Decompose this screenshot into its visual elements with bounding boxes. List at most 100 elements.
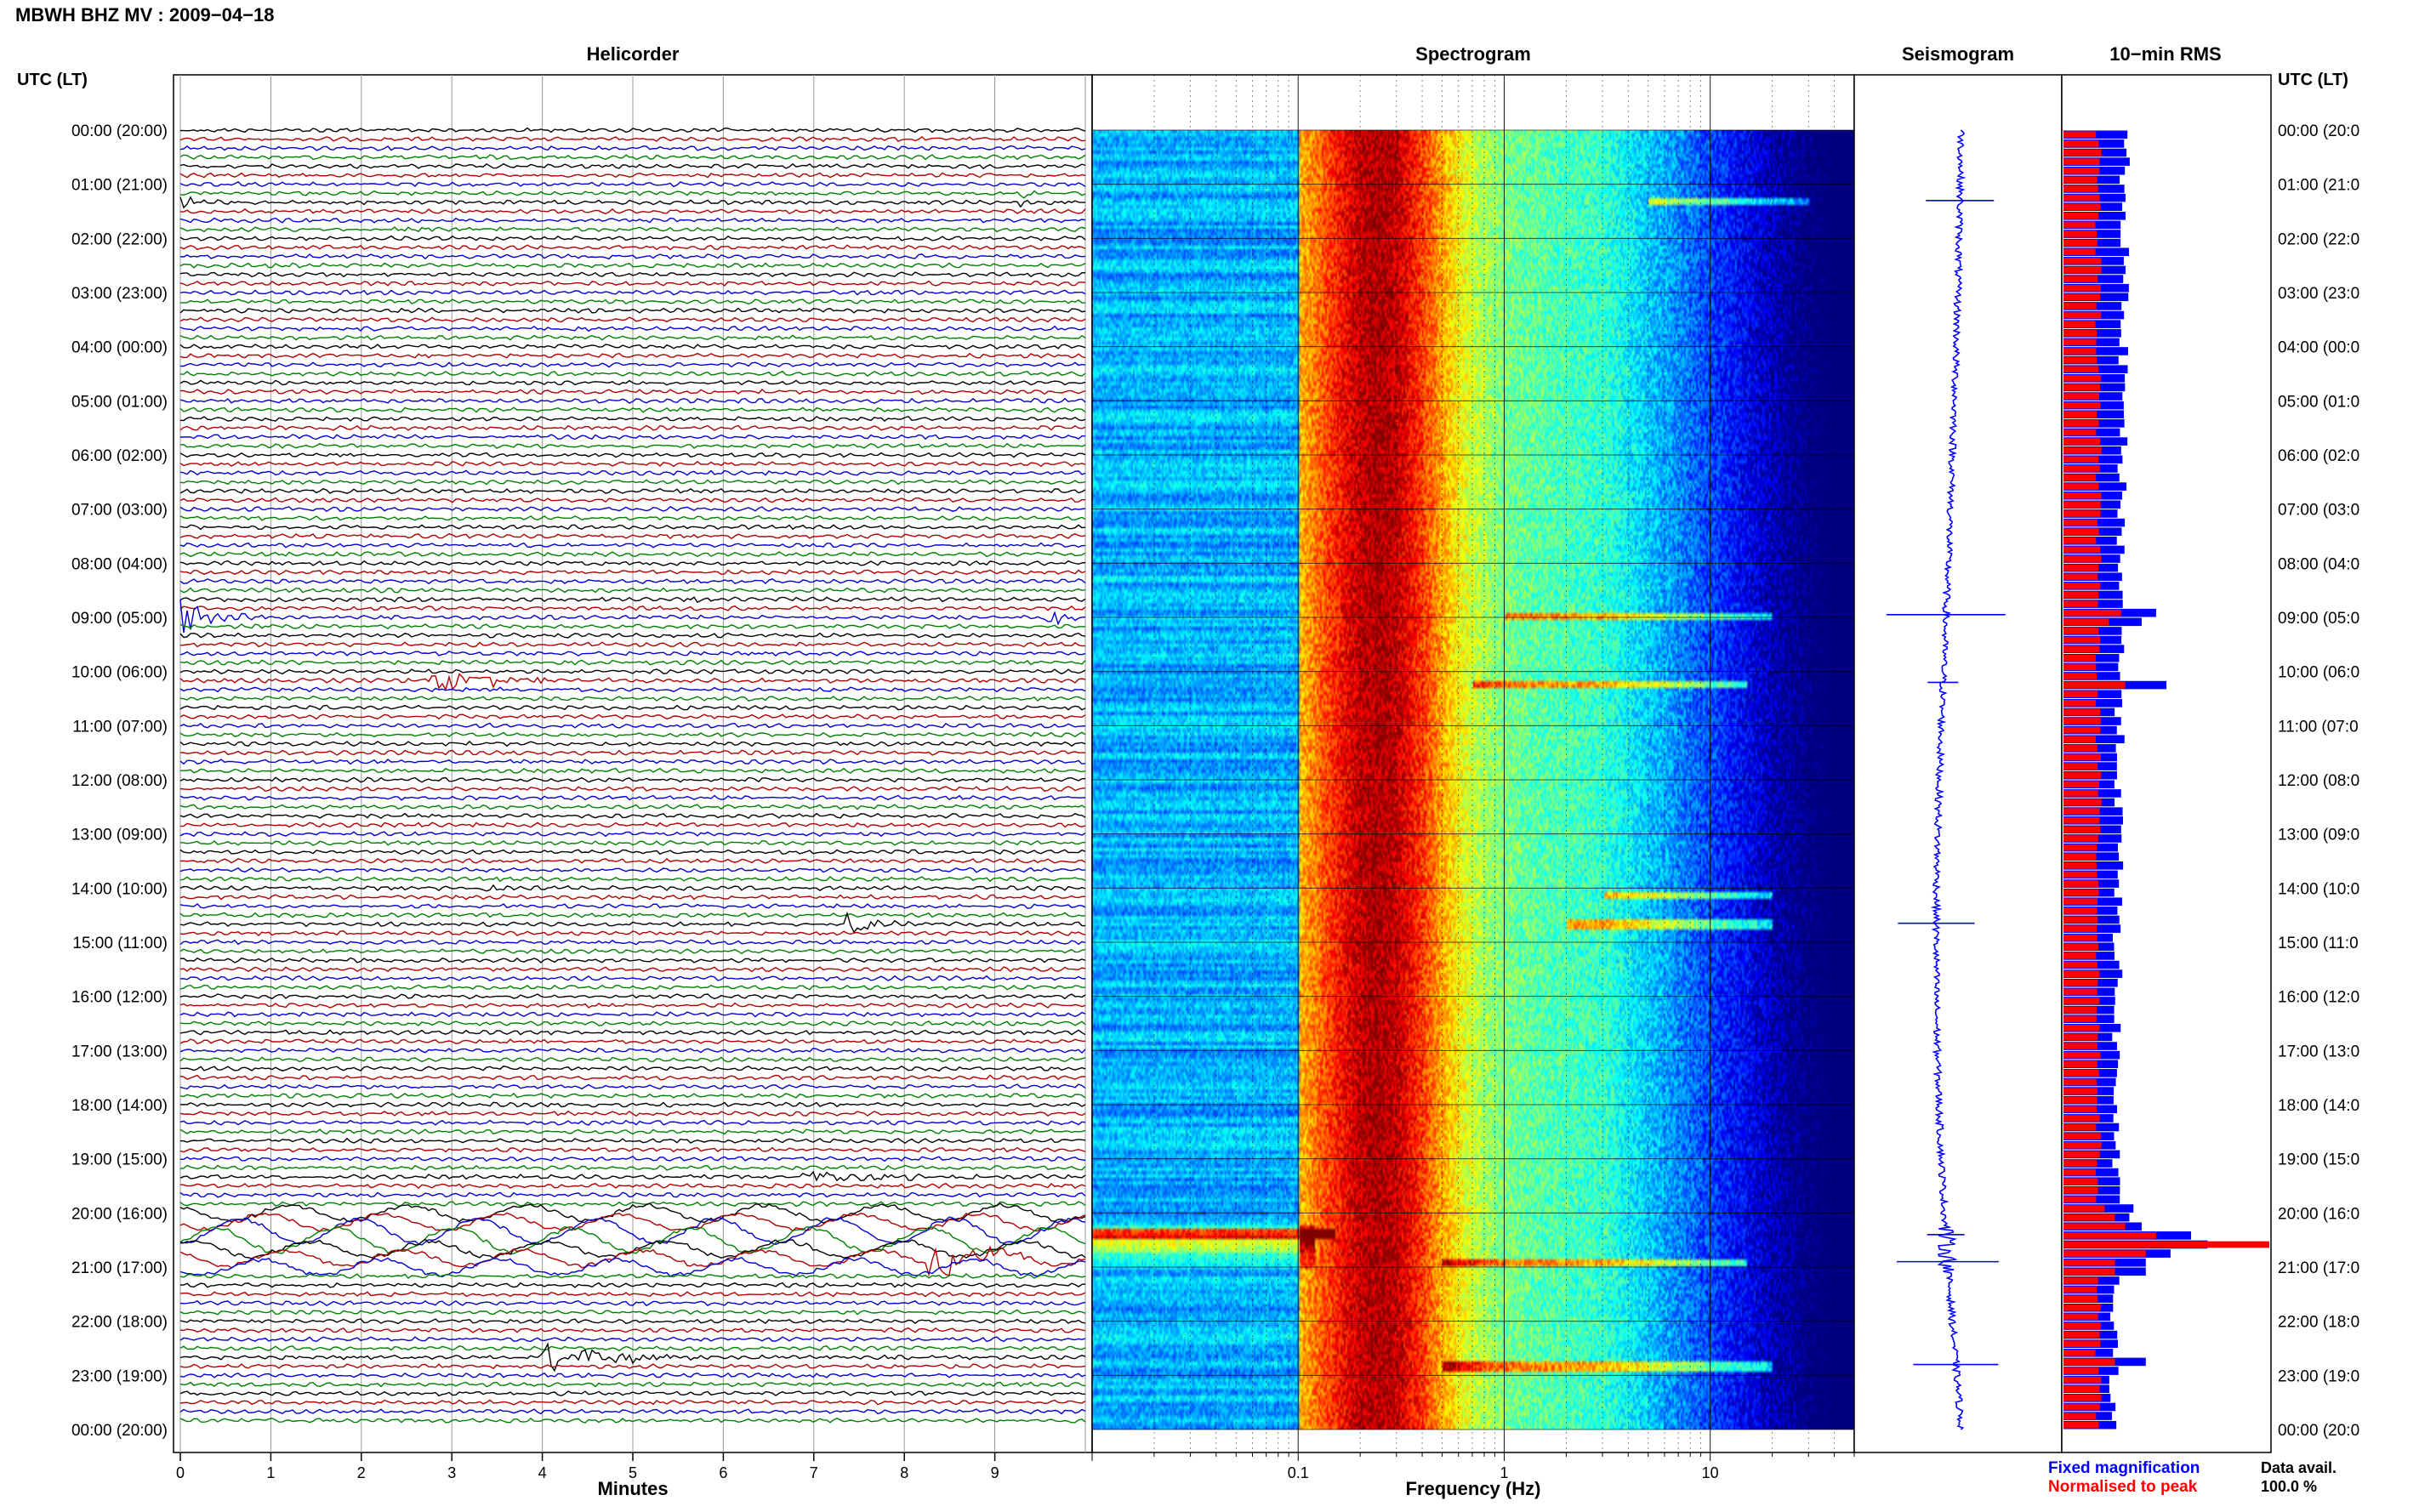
rms-bar-normalised <box>2063 1367 2099 1374</box>
rms-bar-normalised <box>2063 1304 2101 1311</box>
helicorder-trace <box>179 776 1086 783</box>
helicorder-trace <box>179 280 1086 287</box>
rms-bar-normalised <box>2063 266 2102 274</box>
hour-label-right: 22:00 (18:0 <box>2278 1314 2359 1332</box>
rms-bar-normalised <box>2063 366 2099 372</box>
helicorder-trace <box>179 325 1086 333</box>
seismogram-trace <box>1886 129 2006 1430</box>
hour-label-left: 13:00 (09:00) <box>71 827 168 844</box>
helicorder-trace <box>179 344 1086 350</box>
rms-bar-normalised <box>2063 248 2096 256</box>
hour-label-left: 05:00 (01:00) <box>71 393 168 411</box>
rms-bar-normalised <box>2063 1160 2097 1167</box>
hour-label-left: 14:00 (10:00) <box>71 880 168 898</box>
rms-bar-normalised <box>2063 1358 2115 1366</box>
minute-tick-label: 8 <box>900 1464 908 1481</box>
time-axis-label-right: UTC (LT) <box>2278 71 2348 89</box>
rms-bar-normalised <box>2063 149 2102 156</box>
rms-bar-normalised <box>2063 1178 2098 1185</box>
helicorder-trace <box>179 334 1086 341</box>
hour-label-right: 13:00 (09:0 <box>2278 827 2359 844</box>
rms-bar-normalised <box>2063 1106 2097 1113</box>
rms-bar-normalised <box>2063 411 2097 418</box>
helicorder-trace <box>179 785 1086 793</box>
rms-bar-normalised <box>2063 348 2097 355</box>
rms-bar-normalised <box>2063 1403 2100 1411</box>
rms-bar-normalised <box>2063 321 2096 327</box>
helicorder-trace <box>179 1336 1086 1343</box>
rms-bar-normalised <box>2063 925 2097 932</box>
helicorder-trace <box>179 713 1086 720</box>
rms-bar-normalised <box>2063 573 2098 581</box>
helicorder-trace <box>179 524 1086 531</box>
hour-label-left: 09:00 (05:00) <box>71 610 168 628</box>
hour-label-left: 22:00 (18:00) <box>71 1314 168 1332</box>
helicorder-trace <box>179 1282 1086 1288</box>
helicorder-trace <box>179 876 1086 883</box>
helicorder-trace <box>179 1074 1086 1081</box>
helicorder-trace <box>179 1002 1086 1009</box>
rms-bar-normalised <box>2063 501 2101 509</box>
helicorder-trace <box>179 1111 1086 1117</box>
rms-bar-normalised <box>2063 609 2121 617</box>
rms-bar-normalised <box>2063 591 2099 599</box>
helicorder-trace <box>179 605 1086 611</box>
helicorder-trace <box>179 162 1086 170</box>
rms-bar-normalised <box>2063 131 2097 139</box>
helicorder-trace <box>179 839 1086 846</box>
helicorder-trace <box>179 957 1086 963</box>
rms-bar-normalised <box>2063 1133 2101 1140</box>
rms-bar-normalised <box>2063 1196 2097 1203</box>
spectrogram-title: Spectrogram <box>1415 43 1531 65</box>
hour-label-right: 15:00 (11:0 <box>2278 935 2359 952</box>
helicorder-trace <box>180 749 1085 756</box>
helicorder-trace <box>179 424 1086 431</box>
rms-bar-normalised <box>2063 167 2100 174</box>
helicorder-trace <box>179 975 1086 982</box>
helicorder-trace <box>179 497 1086 503</box>
rms-bar-normalised <box>2063 1277 2098 1284</box>
helicorder-trace <box>179 1342 1086 1373</box>
hour-label-right: 20:00 (16:0 <box>2278 1205 2359 1223</box>
rms-bar-normalised <box>2063 420 2099 427</box>
helicorder-trace <box>179 452 1086 458</box>
rms-bar-normalised <box>2063 258 2102 264</box>
rms-bar-normalised <box>2063 1340 2100 1347</box>
rms-bar-normalised <box>2063 763 2098 770</box>
hour-label-right: 00:00 (20:0 <box>2278 1422 2359 1440</box>
rms-bar-normalised <box>2063 356 2097 364</box>
helicorder-trace <box>179 704 1086 711</box>
helicorder-trace <box>179 1056 1086 1063</box>
helicorder-trace <box>179 1273 1086 1280</box>
helicorder-trace <box>179 135 1086 143</box>
rms-bar-normalised <box>2063 194 2100 202</box>
helicorder-trace <box>179 207 1086 214</box>
rms-bar-normalised <box>2063 681 2126 689</box>
rms-bar-normalised <box>2063 338 2097 346</box>
helicorder-trace <box>179 316 1086 323</box>
rms-bar-normalised <box>2063 718 2101 725</box>
rms-bar-normalised <box>2063 1033 2098 1041</box>
hour-label-right: 03:00 (23:0 <box>2278 285 2359 303</box>
rms-bar-normalised <box>2063 1268 2115 1276</box>
helicorder-trace <box>179 217 1086 224</box>
helicorder-trace <box>179 298 1085 305</box>
hour-label-left: 16:00 (12:00) <box>71 989 168 1007</box>
helicorder-trace <box>179 849 1086 855</box>
rms-bar-normalised <box>2063 880 2098 887</box>
rms-bar-normalised <box>2063 1096 2097 1104</box>
rms-bar-normalised <box>2063 1141 2102 1149</box>
rms-bar-normalised <box>2063 564 2099 571</box>
time-axis-label-left: UTC (LT) <box>17 71 88 89</box>
helicorder-trace <box>179 804 1086 810</box>
helicorder-trace <box>179 154 1086 161</box>
hour-label-left: 23:00 (19:00) <box>71 1367 168 1385</box>
rms-bar-normalised <box>2063 1151 2100 1158</box>
hour-labels-right: 00:00 (20:0 01:00 (21:0 02:00 (22:0 03:00 (… <box>2278 122 2359 1440</box>
rms-bar-normalised <box>2063 429 2097 436</box>
helicorder-trace <box>179 1318 1086 1325</box>
rms-bar-normalised <box>2063 393 2100 400</box>
helicorder-trace <box>179 821 1086 828</box>
rms-bar-normalised <box>2063 835 2098 842</box>
minute-tick-label: 9 <box>991 1464 999 1481</box>
